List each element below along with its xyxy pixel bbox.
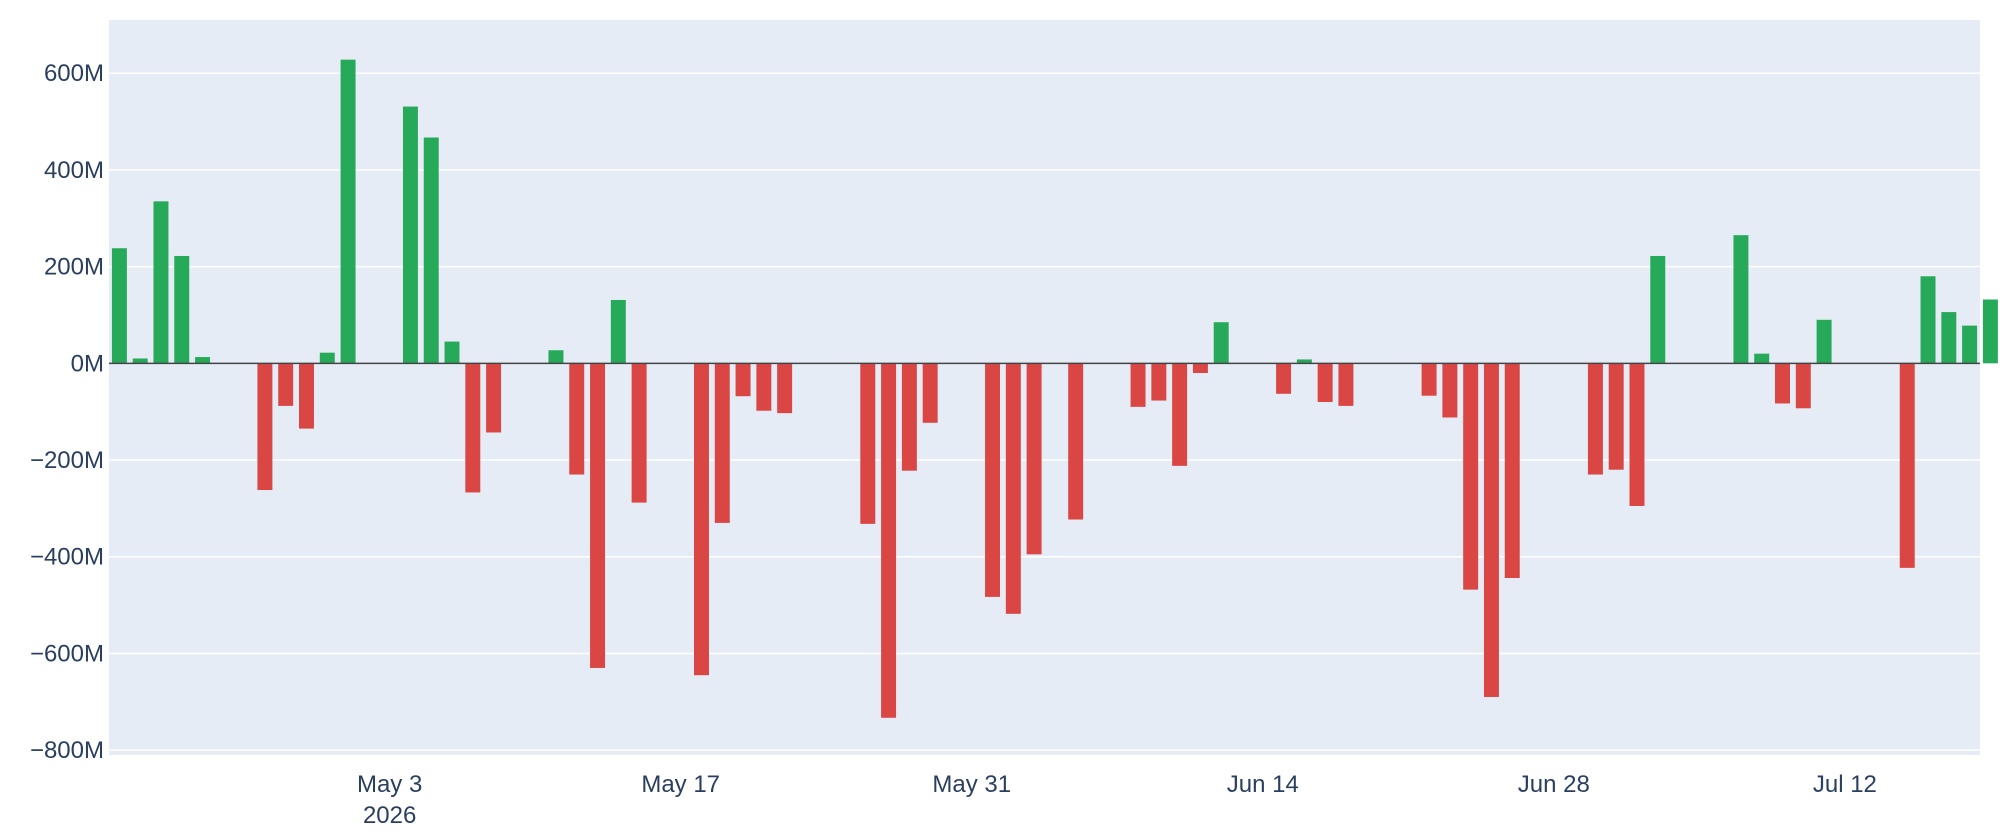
y-tick-label: −800M [30, 737, 104, 764]
bar [1172, 363, 1188, 466]
y-tick-label: −600M [30, 640, 104, 667]
bar [1151, 363, 1167, 401]
y-tick-label: 600M [44, 60, 104, 87]
bar [486, 363, 502, 433]
y-tick-label: 0M [71, 350, 104, 377]
y-tick-label: 400M [44, 157, 104, 184]
bar [922, 363, 938, 423]
bar [299, 363, 314, 429]
bar [1629, 363, 1645, 506]
bar [590, 363, 606, 668]
bar [1733, 235, 1749, 364]
y-tick-label: −200M [30, 447, 104, 474]
x-tick-year-label: 2026 [363, 802, 416, 829]
bar [444, 341, 460, 364]
x-tick-label: Jun 14 [1227, 771, 1299, 798]
bar [1005, 363, 1021, 614]
bar [1754, 353, 1770, 364]
bar [735, 363, 751, 397]
x-tick-label: May 17 [641, 771, 720, 798]
bar [1421, 363, 1437, 396]
x-axis-ticks: May 3 2026 May 17 May 31 Jun 14 Jun 28 Jul 12 [357, 771, 1877, 829]
bar [1130, 363, 1146, 407]
bar [1775, 363, 1790, 404]
bar [1650, 255, 1666, 364]
grid-lines [109, 72, 1980, 751]
x-tick-label: Jun 28 [1518, 771, 1590, 798]
bar [1920, 276, 1936, 364]
bar [402, 106, 418, 364]
bar [1608, 363, 1624, 470]
bar [257, 363, 273, 491]
bar [1504, 363, 1520, 579]
bar [465, 363, 481, 493]
bar [1068, 363, 1084, 520]
plot-background [109, 20, 1980, 755]
bar [1463, 363, 1479, 590]
bar [1816, 319, 1832, 364]
bar [1442, 363, 1458, 418]
bar [1483, 363, 1499, 697]
x-tick-label: May 31 [932, 771, 1011, 798]
bar [548, 350, 564, 364]
bar [881, 363, 897, 718]
bar [1296, 359, 1312, 364]
bar [1899, 363, 1915, 568]
bar [714, 363, 730, 523]
bar [860, 363, 876, 524]
x-tick-label: Jul 12 [1813, 771, 1877, 798]
bar [153, 201, 169, 364]
bar [132, 358, 148, 364]
bar [1941, 312, 1957, 364]
x-tick-label: May 3 [357, 771, 422, 798]
bar [1587, 363, 1603, 475]
bar [777, 363, 793, 414]
bar [1962, 325, 1978, 364]
bar [174, 255, 190, 364]
bar [340, 59, 356, 364]
bar [569, 363, 585, 475]
bars [111, 59, 1998, 718]
bar [1192, 363, 1208, 373]
bar [1276, 363, 1292, 394]
y-tick-label: −400M [30, 544, 104, 571]
bar [1213, 322, 1229, 364]
bar [985, 363, 1001, 597]
bar [423, 137, 439, 364]
bar [278, 363, 294, 406]
bar [1317, 363, 1333, 403]
bar [1026, 363, 1042, 555]
y-axis-ticks: 600M 400M 200M 0M −200M −400M −600M −800M [30, 60, 104, 764]
bar [1982, 299, 1998, 364]
bar [610, 299, 626, 364]
bar [1338, 363, 1354, 406]
bar [693, 363, 709, 676]
bar [111, 248, 127, 364]
bar [631, 363, 647, 503]
y-tick-label: 200M [44, 254, 104, 281]
bar [195, 357, 211, 364]
bar [901, 363, 917, 471]
bar [319, 352, 335, 364]
bar [756, 363, 772, 411]
bar [1795, 363, 1811, 409]
